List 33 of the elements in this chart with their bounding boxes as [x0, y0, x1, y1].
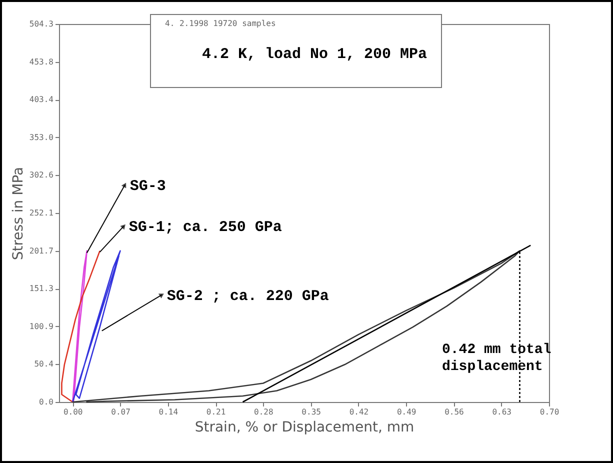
y-tick-label: 201.7: [29, 246, 54, 256]
x-tick-label: 0.21: [206, 408, 226, 416]
y-tick-label: 100.9: [29, 322, 54, 331]
y-tick-label: 50.4: [34, 360, 54, 369]
y-axis-title: Stress in MPa: [10, 166, 26, 260]
annotation: SG-3: [130, 178, 166, 195]
line-series: [72, 250, 88, 403]
x-tick-label: 0.07: [111, 408, 131, 416]
x-tick-label: 0.63: [492, 408, 512, 416]
x-tick-label: 0.42: [349, 408, 369, 416]
y-tick-label: 353.0: [29, 132, 54, 142]
y-tick-label: 252.1: [29, 208, 54, 218]
text: 4.2 K, load No 1, 200 MPa: [200, 46, 427, 63]
x-tick-label: 0.70: [540, 408, 560, 416]
x-tick-label: 0.14: [158, 408, 178, 416]
annotation: 0.42 mm total displacement: [442, 342, 552, 376]
annotation: SG-2 ; ca. 220 GPa: [166, 288, 329, 305]
y-tick-label: 504.3: [29, 20, 54, 28]
y-tick-label: 151.3: [29, 284, 54, 294]
y-tick-label: 302.6: [29, 170, 54, 180]
x-tick-label: 0.35: [302, 408, 322, 416]
annotation: SG-1; ca. 250 GPa: [128, 219, 282, 236]
y-tick-label: 0.0: [39, 398, 54, 406]
y-tick-label: 453.8: [29, 57, 54, 66]
chart-subtitle: 4. 2.1998 19720 samples: [165, 19, 277, 28]
x-tick-label: 0.49: [396, 408, 416, 416]
line-series: [72, 250, 121, 403]
x-axis-title: Strain, % or Displacement, mm: [194, 420, 414, 436]
x-tick-label: 0.28: [254, 408, 274, 416]
line-series: [61, 250, 100, 403]
x-tick-label: 0.56: [444, 408, 464, 416]
y-tick-label: 403.4: [29, 95, 54, 104]
x-tick-label: 0.00: [63, 408, 83, 416]
